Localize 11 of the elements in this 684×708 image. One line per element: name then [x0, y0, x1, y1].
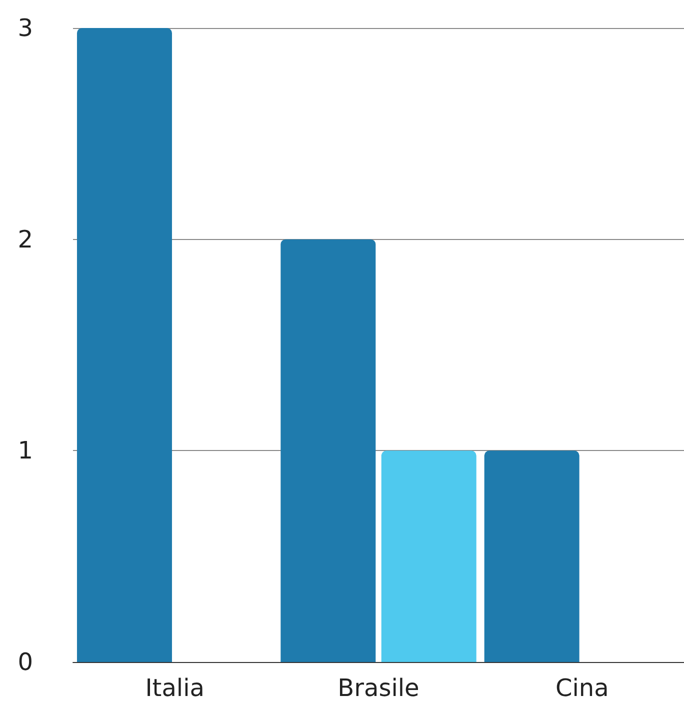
- x-tick-label: Italia: [145, 674, 204, 702]
- y-tick-label: 3: [18, 14, 33, 42]
- x-tick-label: Cina: [555, 674, 609, 702]
- bar: [381, 450, 476, 662]
- y-tick-label: 2: [18, 225, 33, 254]
- y-tick-label: 0: [18, 648, 33, 676]
- x-tick-label: Brasile: [338, 674, 420, 702]
- bar: [280, 239, 376, 662]
- y-tick-label: 1: [18, 436, 33, 465]
- bar: [76, 28, 172, 662]
- bar: [484, 450, 580, 662]
